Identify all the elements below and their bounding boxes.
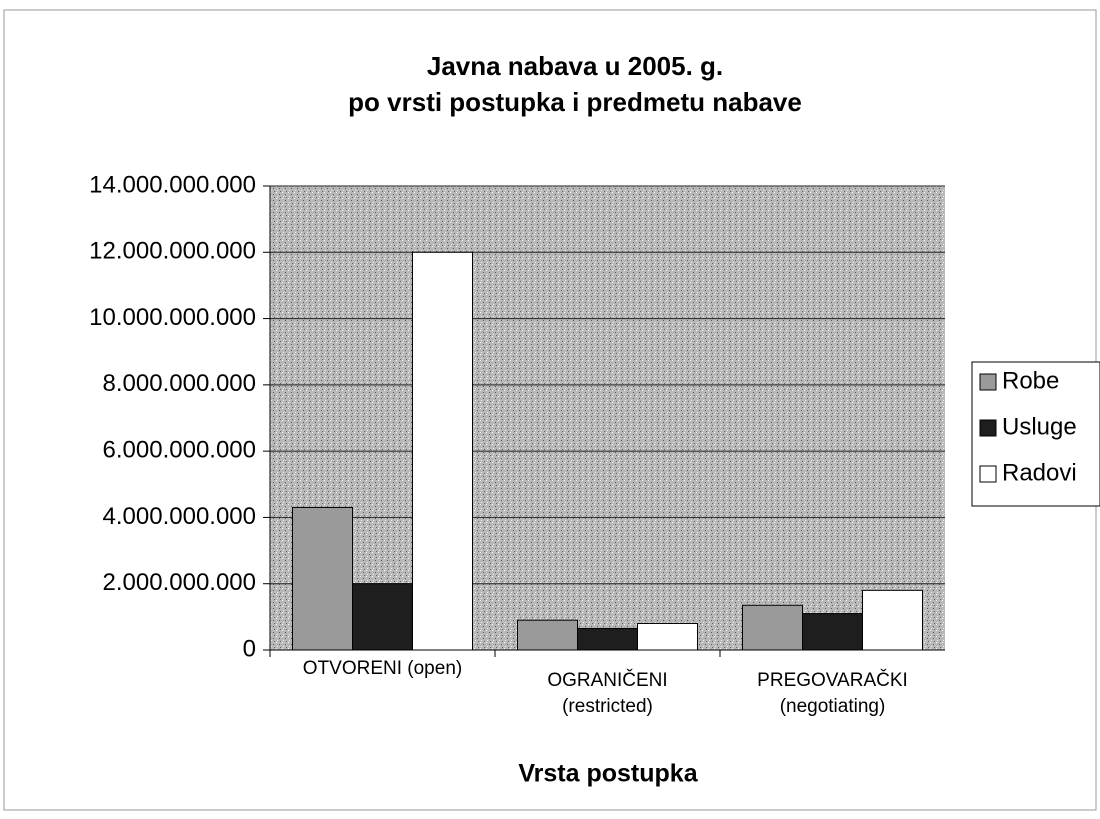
- x-tick-label: OTVORENI (open): [302, 658, 463, 679]
- bar: [802, 613, 863, 651]
- bar: [742, 604, 803, 651]
- legend-label: Usluge: [1002, 413, 1077, 440]
- bar: [637, 622, 698, 651]
- x-axis-label: Vrsta postupka: [518, 760, 698, 788]
- bar: [862, 589, 923, 651]
- bar: [412, 251, 473, 651]
- bar: [517, 619, 578, 651]
- bar: [577, 627, 638, 651]
- y-tick-label: 14.000.000.000: [89, 171, 256, 198]
- y-tick-label: 8.000.000.000: [103, 370, 256, 397]
- y-tick-label: 12.000.000.000: [89, 238, 256, 265]
- legend-swatch: [979, 465, 997, 483]
- chart-title: po vrsti postupka i predmetu nabave: [348, 87, 802, 117]
- y-tick-label: 4.000.000.000: [103, 503, 256, 530]
- legend-label: Robe: [1002, 367, 1059, 394]
- legend-label: Radovi: [1002, 459, 1077, 486]
- x-tick-label: PREGOVARAČKI (negotiating): [757, 670, 908, 717]
- y-tick-label: 10.000.000.000: [89, 304, 256, 331]
- plot-area: [270, 186, 945, 650]
- chart-title: Javna nabava u 2005. g.: [427, 51, 723, 81]
- legend-swatch: [979, 373, 997, 391]
- bar: [292, 506, 353, 651]
- y-tick-label: 2.000.000.000: [103, 569, 256, 596]
- bar: [352, 583, 413, 651]
- x-tick-label: OGRANIČENI (restricted): [547, 670, 668, 717]
- y-tick-label: 6.000.000.000: [103, 436, 256, 463]
- legend-swatch: [979, 419, 997, 437]
- y-tick-label: 0: [243, 635, 256, 662]
